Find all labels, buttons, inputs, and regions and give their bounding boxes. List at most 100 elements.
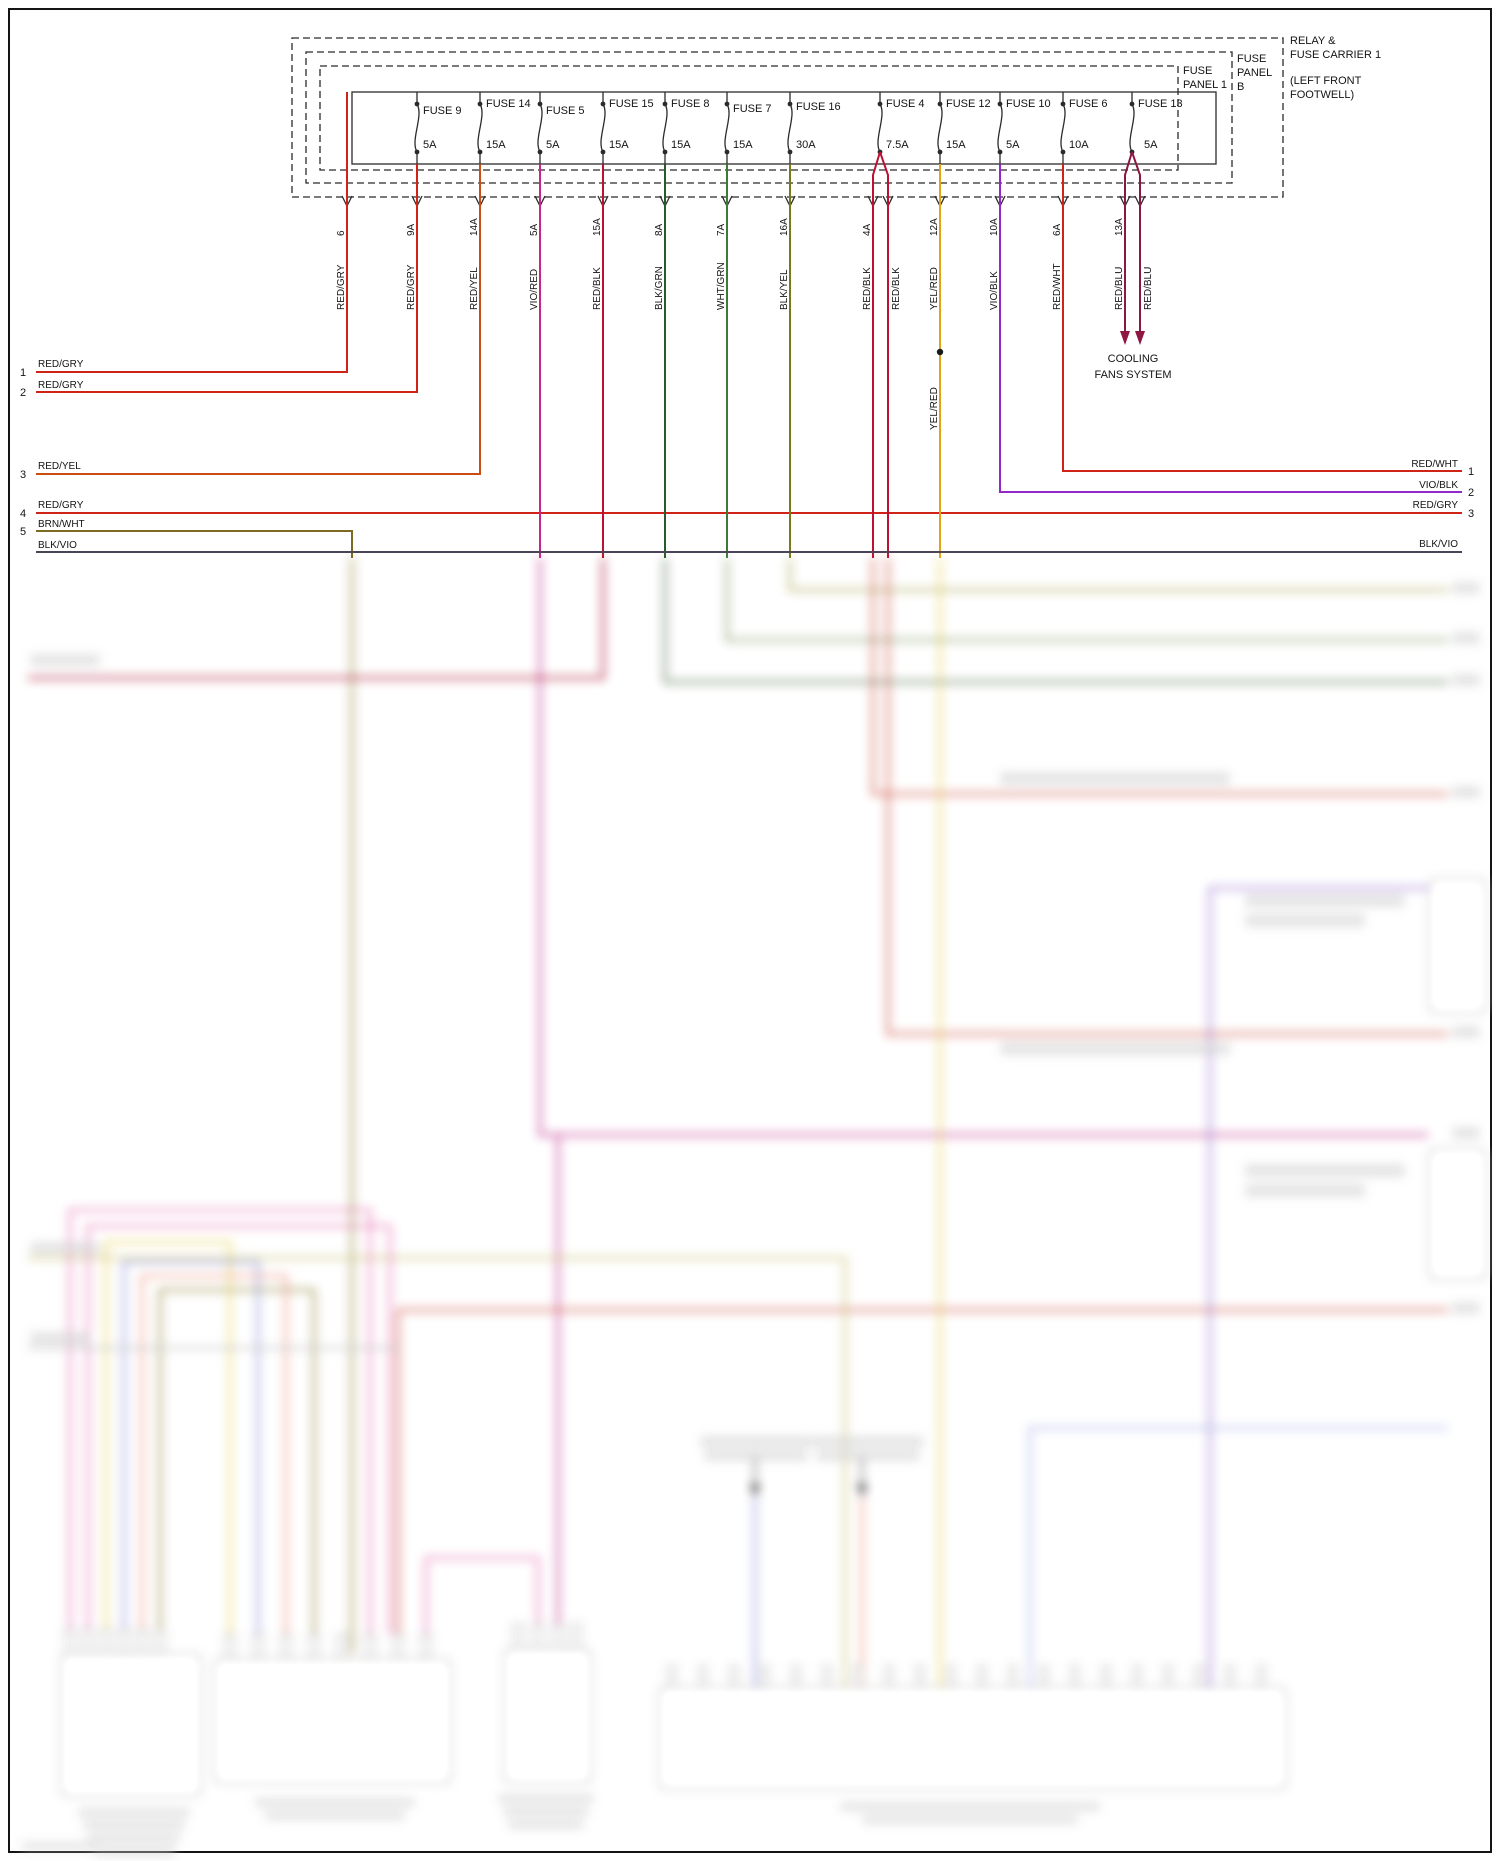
blur-wire-violet bbox=[1208, 886, 1428, 1688]
wire-brn-wht bbox=[36, 530, 353, 558]
fuse-amp: 15A bbox=[486, 139, 506, 151]
wire-pin-label: 7A bbox=[716, 223, 727, 236]
blur-wire-magenta bbox=[538, 558, 1428, 1624]
wire-pin-label: 8A bbox=[654, 223, 665, 236]
blur-wire-blue bbox=[122, 1260, 757, 1688]
fuse-amp: 15A bbox=[733, 139, 753, 151]
fuse-amp: 7.5A bbox=[886, 139, 909, 151]
wire-color-label: RED/BLU bbox=[1114, 267, 1125, 310]
left-pin: 2 bbox=[20, 387, 26, 399]
wire-red-blk bbox=[602, 151, 889, 558]
left-connector-rows: 1 RED/GRY 2 RED/GRY 3 RED/YEL 4 RED/GRY … bbox=[20, 359, 85, 551]
yel-red-tap-label: YEL/RED bbox=[929, 387, 940, 430]
wire-color-label: RED/GRY bbox=[336, 264, 347, 310]
panel-b-line2: PANEL bbox=[1237, 67, 1272, 79]
carrier-label-line1: RELAY & bbox=[1290, 35, 1336, 47]
right-wire-label: RED/WHT bbox=[1411, 459, 1458, 470]
blur-component-box bbox=[214, 1659, 451, 1783]
fuse-carrier-outline bbox=[291, 37, 1284, 198]
left-pin: 3 bbox=[20, 469, 26, 481]
blur-wire-khaki bbox=[28, 1256, 847, 1688]
fuse-amp: 5A bbox=[423, 139, 437, 151]
blurred-diagram-region bbox=[0, 558, 1500, 1861]
carrier-location-line1: (LEFT FRONT bbox=[1290, 75, 1362, 87]
wire-color-labels: RED/GRY RED/GRY RED/YEL VIO/RED RED/BLK … bbox=[336, 262, 1154, 430]
blur-wire-lightblue bbox=[1028, 1426, 1448, 1688]
fuse-amp: 30A bbox=[796, 139, 816, 151]
blur-component-box bbox=[504, 1649, 591, 1783]
left-pin: 5 bbox=[20, 526, 26, 538]
left-wire-label: BLK/VIO bbox=[38, 540, 77, 551]
panel-b-line1: FUSE bbox=[1237, 53, 1266, 65]
wire-color-label: RED/WHT bbox=[1052, 263, 1063, 310]
blur-component-box bbox=[61, 1654, 201, 1796]
wire-pin-label: 6A bbox=[1052, 223, 1063, 236]
cooling-arrow-right bbox=[1135, 331, 1145, 345]
wire-pin-label: 4A bbox=[862, 223, 873, 236]
blur-component-boxes bbox=[61, 879, 1486, 1796]
blur-wire-olive-brown bbox=[158, 558, 354, 1653]
left-wire-label: RED/GRY bbox=[38, 380, 84, 391]
right-pin: 3 bbox=[1468, 508, 1474, 520]
wire-color-label: RED/GRY bbox=[406, 264, 417, 310]
panel-b-line3: B bbox=[1237, 81, 1244, 93]
fuse-name: FUSE 9 bbox=[423, 105, 462, 117]
blur-component-box bbox=[1429, 1149, 1486, 1279]
blur-wire-green bbox=[725, 558, 1448, 642]
wire-color-label: YEL/RED bbox=[929, 267, 940, 310]
fuse-name: FUSE 12 bbox=[946, 98, 991, 110]
panel-1-line2: PANEL 1 bbox=[1183, 79, 1227, 91]
wire-color-label: VIO/RED bbox=[529, 269, 540, 310]
carrier-label-line2: FUSE CARRIER 1 bbox=[1290, 49, 1381, 61]
fuse-amp: 5A bbox=[1006, 139, 1020, 151]
fuse-name: FUSE 6 bbox=[1069, 98, 1108, 110]
left-wire-label: BRN/WHT bbox=[38, 519, 85, 530]
wire-pin-label: 6 bbox=[336, 230, 347, 236]
left-wire-label: RED/GRY bbox=[38, 359, 84, 370]
wire-red-gry bbox=[36, 92, 1462, 514]
wire-color-label: RED/BLK bbox=[862, 267, 873, 310]
wire-red-yel bbox=[36, 164, 481, 475]
right-wire-label: VIO/BLK bbox=[1419, 480, 1458, 491]
fuse-panel-diagram: RELAY & FUSE CARRIER 1 (LEFT FRONT FOOTW… bbox=[20, 35, 1474, 558]
panel-1-line1: FUSE bbox=[1183, 65, 1212, 77]
fuse-name: FUSE 10 bbox=[1006, 98, 1051, 110]
wire-pin-label: 5A bbox=[529, 223, 540, 236]
fuse-name: FUSE 14 bbox=[486, 98, 531, 110]
blurred-diagram bbox=[22, 558, 1486, 1856]
wire-pin-label: 13A bbox=[1114, 218, 1125, 236]
cooling-fans-callout: COOLING FANS SYSTEM bbox=[1094, 353, 1171, 381]
blur-down-arrow bbox=[750, 1484, 760, 1497]
yel-red-junction-dot bbox=[936, 348, 944, 356]
cooling-arrow-left bbox=[1120, 331, 1130, 345]
blur-wire-salmon bbox=[140, 1274, 864, 1688]
wire-pin-label: 9A bbox=[406, 223, 417, 236]
fuse-name: FUSE 7 bbox=[733, 103, 772, 115]
blur-down-arrow bbox=[857, 1484, 867, 1497]
cooling-line2: FANS SYSTEM bbox=[1094, 369, 1171, 381]
blur-wire-pink bbox=[68, 1208, 540, 1634]
left-wire-label: RED/GRY bbox=[38, 500, 84, 511]
fuse-name: FUSE 13 bbox=[1138, 98, 1183, 110]
blur-component-box bbox=[659, 1687, 1286, 1789]
fuse-name: FUSE 8 bbox=[671, 98, 710, 110]
wire-pin-label: 16A bbox=[779, 218, 790, 236]
fuse-amp: 15A bbox=[946, 139, 966, 151]
header-labels: RELAY & FUSE CARRIER 1 (LEFT FRONT FOOTW… bbox=[1183, 35, 1381, 101]
wire-pin-labels: 6 9A 14A 5A 15A 8A 7A 16A 4A 12A 10A 6A … bbox=[336, 218, 1125, 236]
carrier-location-line2: FOOTWELL) bbox=[1290, 89, 1354, 101]
blur-wire-olive bbox=[788, 558, 1448, 592]
wire-red-wht bbox=[1062, 164, 1462, 472]
fuse-amp: 15A bbox=[671, 139, 691, 151]
wire-vio-blk bbox=[999, 164, 1462, 493]
fuse-name: FUSE 16 bbox=[796, 101, 841, 113]
wire-color-label: RED/YEL bbox=[469, 267, 480, 310]
wire-color-label: BLK/GRN bbox=[654, 266, 665, 310]
blur-wire-darkgreen bbox=[663, 558, 1448, 684]
wire-color-label: WHT/GRN bbox=[716, 262, 727, 310]
blur-component-box bbox=[1429, 879, 1486, 1013]
wire-pin-label: 12A bbox=[929, 218, 940, 236]
wire-color-label: RED/BLK bbox=[891, 267, 902, 310]
